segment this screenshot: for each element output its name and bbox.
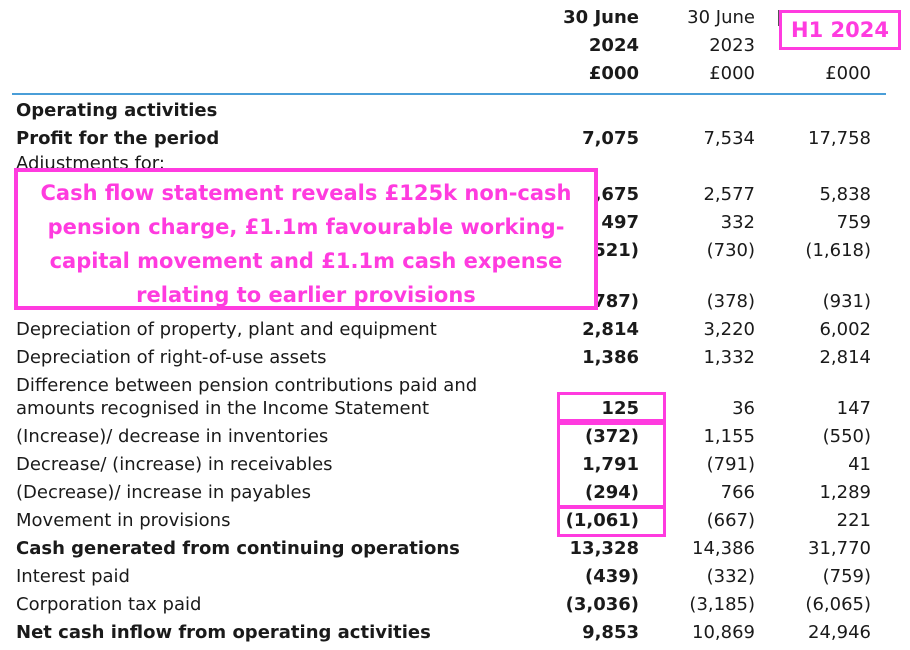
row-value-2024: (294) xyxy=(584,482,639,503)
row-label: Movement in provisions xyxy=(16,510,231,531)
row-value-2023: 3,220 xyxy=(703,319,755,340)
col-header-2023-unit: £000 xyxy=(709,63,755,84)
row-label: (Increase)/ decrease in inventories xyxy=(16,426,329,447)
row-value-2024: 7,075 xyxy=(582,128,639,149)
row-value-full-year: (550) xyxy=(822,426,871,447)
col-header-2024-unit: £000 xyxy=(588,63,639,84)
row-label: (Decrease)/ increase in payables xyxy=(16,482,311,503)
row-value-full-year: 31,770 xyxy=(808,538,871,559)
row-value-2024: (372) xyxy=(584,426,639,447)
col-header-2023: 30 June 2023 £000 xyxy=(615,4,755,86)
row-value-2023: 14,386 xyxy=(692,538,755,559)
row-value-2024: (1,061) xyxy=(565,510,639,531)
col-header-2024: 30 June 2024 £000 xyxy=(499,4,639,86)
col-header-2023-year: 2023 xyxy=(709,35,755,56)
row-value-full-year: 5,838 xyxy=(819,184,871,205)
row-value-2024: 2,814 xyxy=(582,319,639,340)
row-value-2023: (3,185) xyxy=(689,594,755,615)
row-value-2023: 332 xyxy=(720,212,755,233)
h1-2024-badge: H1 2024 xyxy=(779,10,901,50)
row-value-2023: 1,155 xyxy=(703,426,755,447)
row-label: Corporation tax paid xyxy=(16,594,202,615)
col-header-2024-date: 30 June xyxy=(563,7,639,28)
row-value-2024: 9,853 xyxy=(582,622,639,643)
highlight-provisions-value xyxy=(557,505,666,537)
row-value-full-year: (1,618) xyxy=(805,240,871,261)
row-value-2024: (439) xyxy=(584,566,639,587)
col-header-full-year-unit: £000 xyxy=(825,63,871,84)
row-value-full-year: 24,946 xyxy=(808,622,871,643)
highlight-pension-value xyxy=(557,392,666,425)
col-header-2023-date: 30 June xyxy=(687,7,755,28)
row-value-full-year: 41 xyxy=(848,454,871,475)
header-rule xyxy=(12,93,886,95)
row-value-2023: (730) xyxy=(706,240,755,261)
row-value-2024: 1,386 xyxy=(582,347,639,368)
row-value-2023: (332) xyxy=(706,566,755,587)
col-header-2024-year: 2024 xyxy=(588,35,639,56)
row-label: Cash generated from continuing operation… xyxy=(16,538,460,559)
section-title: Operating activities xyxy=(16,100,218,121)
col-header-full-year: £000 xyxy=(731,4,871,86)
row-value-full-year: 6,002 xyxy=(819,319,871,340)
row-value-2023: 10,869 xyxy=(692,622,755,643)
row-value-2023: (791) xyxy=(706,454,755,475)
row-value-2024: 125 xyxy=(601,398,639,419)
row-value-full-year: (931) xyxy=(822,291,871,312)
row-value-2024: 497 xyxy=(601,212,639,233)
row-label: Difference between pension contributions… xyxy=(16,375,478,396)
row-value-full-year: 147 xyxy=(836,398,871,419)
row-label-continued: amounts recognised in the Income Stateme… xyxy=(16,398,430,419)
row-value-full-year: (6,065) xyxy=(805,594,871,615)
callout-annotation: Cash flow statement reveals £125k non-ca… xyxy=(14,168,598,310)
row-value-2024: 13,328 xyxy=(569,538,639,559)
row-label: Decrease/ (increase) in receivables xyxy=(16,454,333,475)
row-value-2024: 1,791 xyxy=(582,454,639,475)
row-value-full-year: 1,289 xyxy=(819,482,871,503)
row-value-2023: 36 xyxy=(732,398,755,419)
row-label: Depreciation of right-of-use assets xyxy=(16,347,327,368)
row-label: Net cash inflow from operating activitie… xyxy=(16,622,431,643)
row-value-2023: (378) xyxy=(706,291,755,312)
row-value-2023: 766 xyxy=(720,482,755,503)
highlight-working-capital-values xyxy=(557,419,666,509)
row-value-2023: 1,332 xyxy=(703,347,755,368)
row-value-2023: 2,577 xyxy=(703,184,755,205)
row-value-full-year: (759) xyxy=(822,566,871,587)
row-label: Interest paid xyxy=(16,566,130,587)
row-value-2023: 7,534 xyxy=(703,128,755,149)
row-value-2023: (667) xyxy=(706,510,755,531)
row-label: Depreciation of property, plant and equi… xyxy=(16,319,437,340)
row-label: Profit for the period xyxy=(16,128,220,149)
row-value-2024: ,675 xyxy=(594,184,639,205)
row-value-2024: (3,036) xyxy=(565,594,639,615)
row-value-full-year: 2,814 xyxy=(819,347,871,368)
row-value-2024: (521) xyxy=(584,240,639,261)
row-value-full-year: 221 xyxy=(836,510,871,531)
row-value-2024: (787) xyxy=(584,291,639,312)
row-value-full-year: 759 xyxy=(836,212,871,233)
row-value-full-year: 17,758 xyxy=(808,128,871,149)
